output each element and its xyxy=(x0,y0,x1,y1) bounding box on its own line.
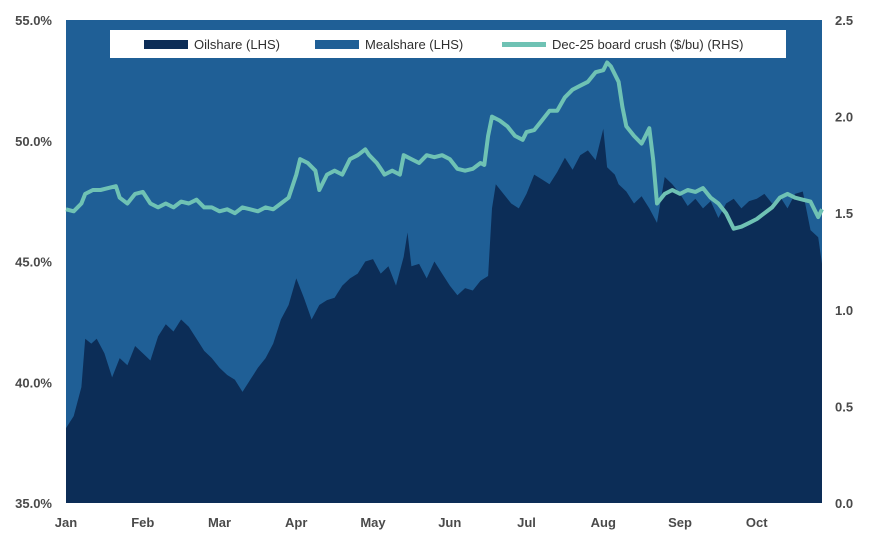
right-axis-tick-label: 2.0 xyxy=(835,110,853,125)
x-axis-tick-label: Sep xyxy=(668,515,692,530)
right-axis-tick-label: 1.0 xyxy=(835,303,853,318)
legend-background xyxy=(110,30,786,58)
legend: Oilshare (LHS) Mealshare (LHS) Dec-25 bo… xyxy=(110,30,786,58)
plot-area xyxy=(65,20,824,503)
x-axis-tick-label: May xyxy=(360,515,386,530)
x-axis-tick-label: Oct xyxy=(746,515,768,530)
left-axis-tick-label: 45.0% xyxy=(15,255,52,270)
x-axis-ticks: Jan Feb Mar Apr May Jun Jul Aug Sep Oct xyxy=(55,515,768,530)
x-axis-tick-label: Aug xyxy=(591,515,616,530)
left-axis-ticks: 35.0% 40.0% 45.0% 50.0% 55.0% xyxy=(15,13,52,511)
left-axis-tick-label: 35.0% xyxy=(15,496,52,511)
legend-swatch-crush xyxy=(502,42,546,47)
oilshare-area xyxy=(66,128,822,503)
left-axis-tick-label: 50.0% xyxy=(15,134,52,149)
legend-label-mealshare: Mealshare (LHS) xyxy=(365,37,463,52)
right-axis-tick-label: 1.5 xyxy=(835,206,853,221)
x-axis-tick-label: Feb xyxy=(131,515,154,530)
legend-swatch-oilshare xyxy=(144,40,188,49)
x-axis-tick-label: Mar xyxy=(208,515,231,530)
crush-line xyxy=(65,60,824,231)
x-axis-tick-label: Jul xyxy=(517,515,536,530)
right-axis-tick-label: 2.5 xyxy=(835,13,853,28)
legend-swatch-mealshare xyxy=(315,40,359,49)
right-axis-ticks: 0.0 0.5 1.0 1.5 2.0 2.5 xyxy=(835,13,853,511)
left-axis-tick-label: 40.0% xyxy=(15,375,52,390)
x-axis-tick-label: Jan xyxy=(55,515,77,530)
legend-label-crush: Dec-25 board crush ($/bu) (RHS) xyxy=(552,37,743,52)
x-axis-tick-label: Apr xyxy=(285,515,307,530)
legend-label-oilshare: Oilshare (LHS) xyxy=(194,37,280,52)
right-axis-tick-label: 0.5 xyxy=(835,399,853,414)
left-axis-tick-label: 55.0% xyxy=(15,13,52,28)
x-axis-tick-label: Jun xyxy=(438,515,461,530)
right-axis-tick-label: 0.0 xyxy=(835,496,853,511)
